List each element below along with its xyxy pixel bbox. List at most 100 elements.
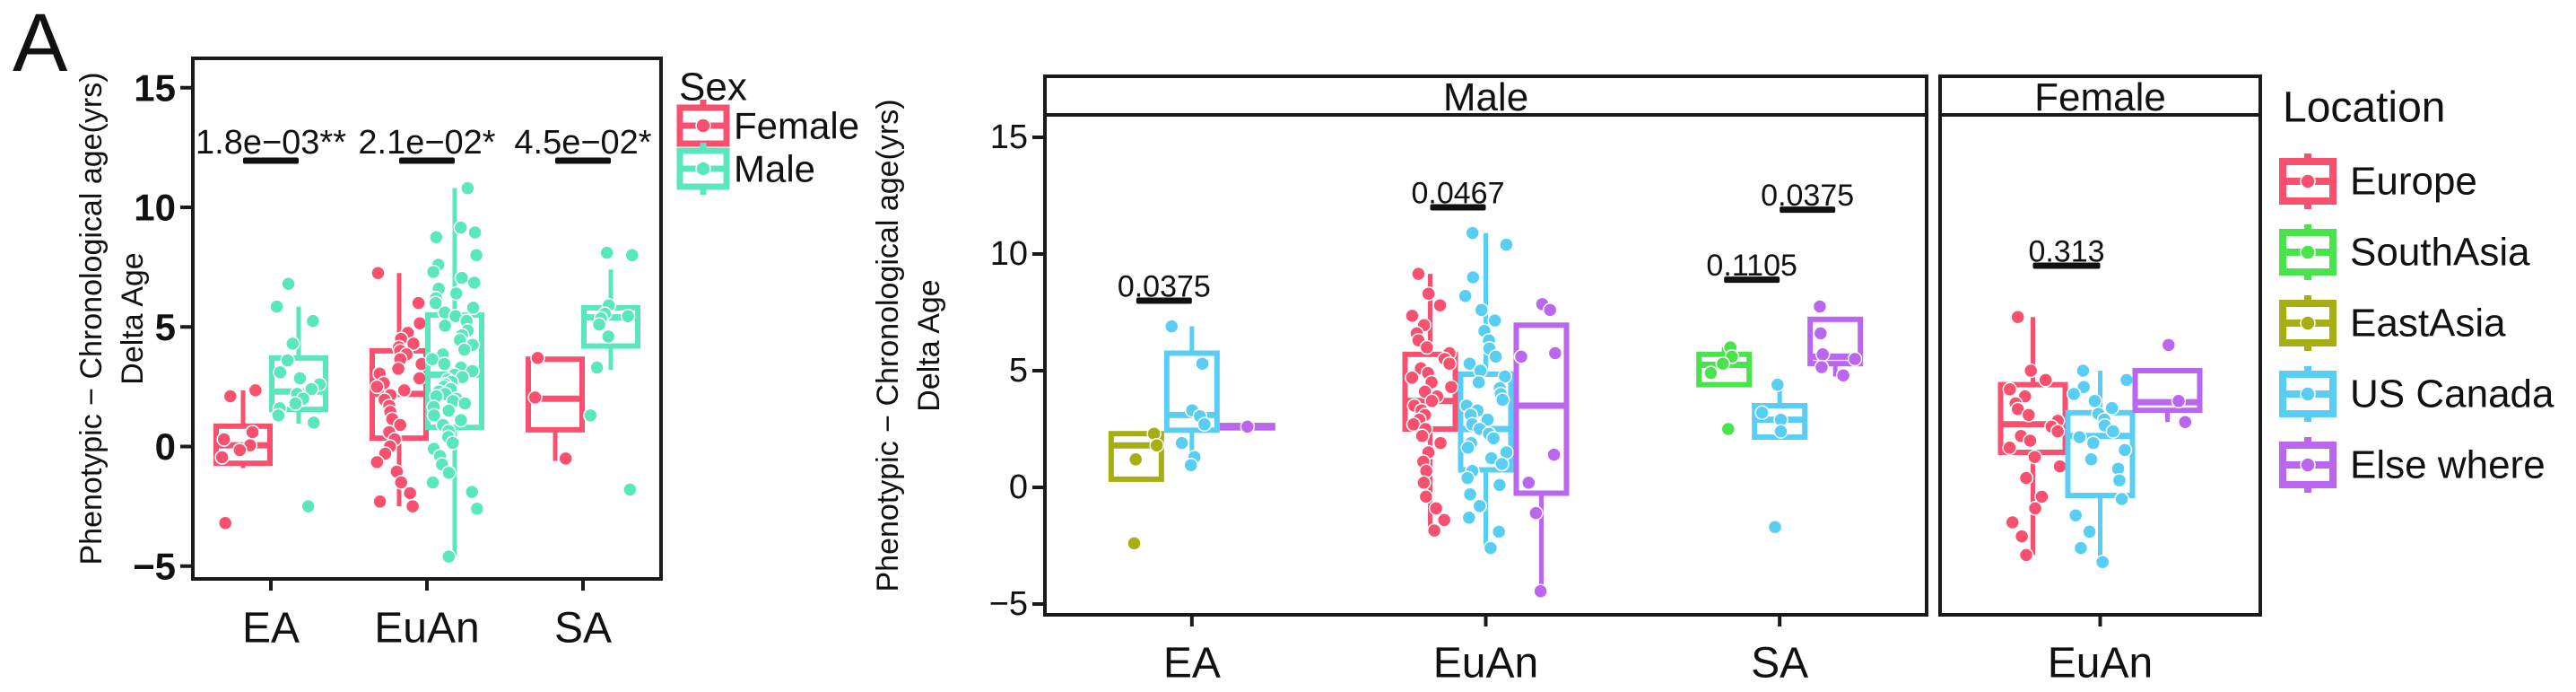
jitter-point <box>1466 269 1481 285</box>
jitter-point <box>1441 355 1458 372</box>
boxplot-female-EuAn <box>370 266 430 514</box>
jitter-point <box>1488 349 1503 364</box>
jitter-point <box>1411 266 1426 282</box>
y-axis-title-line2: Delta Age <box>116 252 150 384</box>
jitter-point <box>1483 540 1499 556</box>
jitter-point <box>464 484 480 500</box>
box <box>1807 316 1864 367</box>
jitter-point <box>2161 337 2177 353</box>
jitter-point <box>1546 447 1562 462</box>
jitter-point <box>2010 309 2025 325</box>
box <box>1696 351 1753 388</box>
jitter-point <box>1813 326 1829 341</box>
jitter-point <box>2117 442 2133 458</box>
jitter-point <box>1436 512 1452 528</box>
jitter-point <box>271 407 286 424</box>
boxplot-else-where-SA <box>1807 299 1864 383</box>
jitter-point <box>412 371 427 386</box>
jitter-point <box>411 295 426 311</box>
jitter-point <box>1533 583 1548 599</box>
jitter-point <box>1419 339 1435 355</box>
jitter-point <box>2021 407 2037 423</box>
boxplot-male-EA <box>269 276 328 514</box>
jitter-point <box>441 403 457 418</box>
jitter-point <box>222 389 239 404</box>
jitter-point <box>425 475 440 490</box>
y-axis-title-line2: Delta Age <box>912 279 946 411</box>
panel-label: A <box>13 0 68 89</box>
jitter-point <box>2023 433 2038 449</box>
jitter-point <box>216 432 231 447</box>
jitter-point <box>273 364 288 381</box>
jitter-point <box>558 451 573 467</box>
jitter-point <box>2005 514 2021 530</box>
jitter-point <box>437 318 453 334</box>
jitter-point <box>527 390 543 406</box>
p-value-bar <box>1430 204 1486 211</box>
jitter-point <box>2171 393 2187 409</box>
p-value-annotation: 0.313 <box>2028 234 2105 269</box>
jitter-point <box>624 248 640 263</box>
y-tick-label: −5 <box>989 585 1028 623</box>
boxplot-male-SA <box>581 245 640 497</box>
jitter-point <box>2178 414 2193 430</box>
jitter-point <box>2027 501 2043 516</box>
jitter-point <box>214 450 230 465</box>
jitter-point <box>1174 435 1189 451</box>
jitter-point <box>530 350 545 366</box>
jitter-point <box>441 548 457 565</box>
jitter-point <box>2034 489 2049 504</box>
x-tick-label: SA <box>1751 640 1808 688</box>
p-value-annotation: 1.8e−03** <box>196 124 346 164</box>
y-tick-label: −5 <box>133 545 176 587</box>
jitter-point <box>1460 440 1475 456</box>
box <box>2132 368 2203 414</box>
jitter-point <box>1494 392 1510 407</box>
jitter-point <box>1195 355 1210 372</box>
jitter-point <box>1163 319 1179 334</box>
jitter-point <box>468 248 484 263</box>
jitter-point <box>466 275 483 291</box>
jitter-point <box>2076 363 2091 379</box>
boxplot-male-EuAn <box>424 180 485 565</box>
jitter-point <box>1240 419 1256 434</box>
jitter-point <box>1474 302 1489 318</box>
jitter-point <box>599 245 614 260</box>
jitter-point <box>1197 416 1213 433</box>
jitter-point <box>1424 393 1440 409</box>
boxplot-us-canada-EA <box>1163 319 1220 473</box>
x-tick-label: EA <box>1163 640 1221 688</box>
jitter-point <box>1462 486 1478 503</box>
jitter-point <box>2114 491 2129 507</box>
legend-entry-label: SouthAsia <box>2350 231 2530 275</box>
jitter-point <box>1183 458 1198 473</box>
jitter-point <box>2066 386 2082 402</box>
jitter-point <box>467 224 483 241</box>
jitter-point <box>269 299 284 314</box>
jitter-point <box>2052 459 2067 474</box>
jitter-point <box>448 285 464 302</box>
jitter-point <box>2119 372 2135 388</box>
jitter-point <box>454 270 470 285</box>
jitter-point <box>1812 299 1828 314</box>
p-value-bar <box>399 157 455 164</box>
jitter-point <box>280 353 295 368</box>
jitter-point <box>370 454 385 470</box>
jitter-point <box>428 295 443 311</box>
p-value-bar <box>243 157 299 164</box>
jitter-point <box>1703 365 1719 381</box>
jitter-point <box>245 425 260 440</box>
legend-key-us-canada <box>2279 366 2337 422</box>
jitter-point <box>583 407 598 424</box>
x-tick-label: SA <box>554 605 612 653</box>
jitter-point <box>1428 501 1444 516</box>
box <box>1163 350 1220 434</box>
jitter-point <box>1499 237 1514 252</box>
p-value-annotation: 0.0375 <box>1118 269 1211 304</box>
jitter-point <box>1715 355 1731 372</box>
jitter-point <box>285 336 300 352</box>
jitter-point <box>1459 470 1475 486</box>
jitter-point <box>1847 351 1863 367</box>
